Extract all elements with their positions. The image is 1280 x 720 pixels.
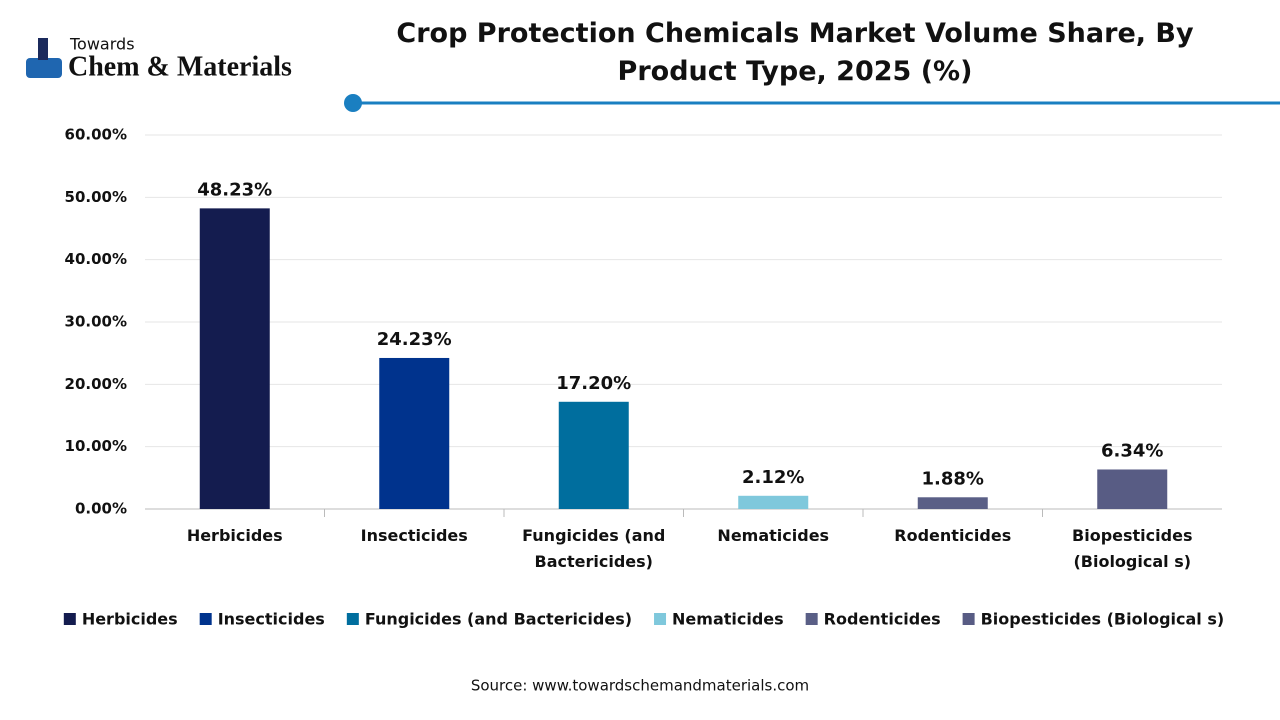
title-rule-dot [344, 94, 362, 112]
value-label: 17.20% [556, 373, 631, 394]
title-box: Crop Protection Chemicals Market Volume … [396, 18, 1194, 87]
x-tick-label: Herbicides [186, 526, 283, 545]
legend: Herbicides Insecticides Fungicides (and Ba… [63, 610, 1225, 629]
x-label-box: Rodenticides [894, 526, 1012, 545]
bar [379, 357, 450, 509]
legend-label: Herbicides [82, 610, 178, 629]
value-label: 24.23% [377, 329, 452, 350]
y-tick-label: 60.00% [65, 126, 127, 144]
y-tick-label: 40.00% [65, 250, 127, 268]
bar [738, 495, 809, 509]
legend-swatch [962, 613, 975, 625]
y-tick-label: 30.00% [65, 313, 127, 331]
legend-label: Insecticides [218, 610, 325, 629]
logo-main: Chem & Materials [68, 51, 292, 82]
bar [199, 208, 270, 509]
x-tick-label: Rodenticides [894, 526, 1012, 545]
bar [1097, 469, 1168, 509]
y-tick-label: 50.00% [65, 188, 127, 206]
x-tick-label: Nematicides [717, 526, 830, 545]
value-label: 48.23% [197, 179, 272, 200]
bar [917, 497, 988, 509]
x-label-box: Nematicides [717, 526, 830, 545]
x-tick-label: Biopesticides (Biological s) [1072, 526, 1193, 571]
x-tick-label: Insecticides [360, 526, 468, 545]
value-label: 1.88% [922, 468, 984, 489]
logo-top: Towards [69, 35, 135, 54]
legend-label: Rodenticides [824, 610, 941, 629]
x-label-box: Insecticides [360, 526, 468, 545]
legend-swatch [654, 613, 667, 625]
y-tick-label: 20.00% [65, 375, 127, 393]
x-tick-label: Fungicides (and Bactericides) [522, 526, 666, 571]
legend-swatch [346, 613, 359, 625]
value-label: 2.12% [742, 467, 804, 488]
x-label-box: Fungicides (and Bactericides) [522, 526, 666, 571]
legend-label: Nematicides [672, 610, 784, 629]
legend-swatch [63, 613, 76, 625]
logo-icon [38, 38, 48, 60]
value-label: 6.34% [1101, 440, 1163, 461]
chart-title: Crop Protection Chemicals Market Volume … [396, 18, 1194, 87]
legend-swatch [199, 613, 212, 625]
legend-label: Biopesticides (Biological s) [981, 610, 1225, 629]
logo-icon [26, 58, 62, 78]
y-tick-label: 0.00% [75, 500, 127, 518]
legend-swatch [805, 613, 818, 625]
x-label-box: Herbicides [186, 526, 283, 545]
source: Source: www.towardschemandmaterials.com [471, 677, 809, 695]
y-tick-label: 10.00% [65, 437, 127, 455]
logo: Towards Chem & Materials [26, 35, 292, 82]
x-label-box: Biopesticides (Biological s) [1072, 526, 1193, 571]
legend-label: Fungicides (and Bactericides) [365, 610, 632, 629]
bar [558, 401, 629, 509]
